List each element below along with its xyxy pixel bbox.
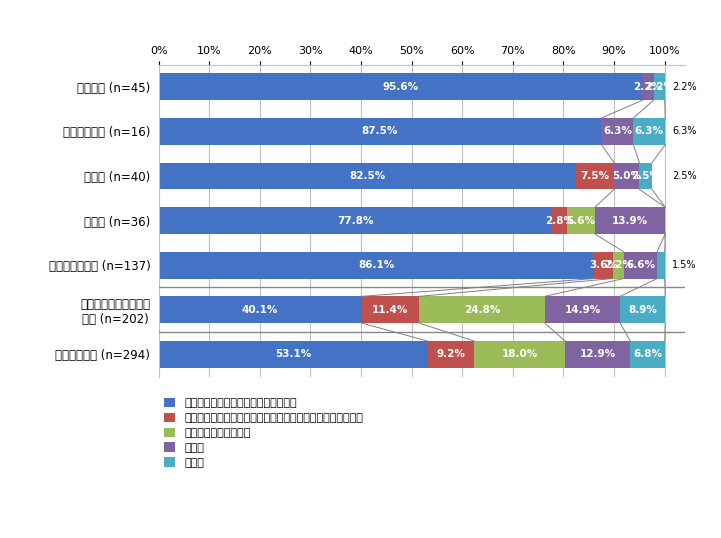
Text: 6.6%: 6.6% [626,260,655,270]
Bar [624,252,657,279]
Bar [159,207,552,234]
Text: 6.3%: 6.3% [672,126,696,137]
Legend: 毎年状況をフォローアップをしている, 毎年ではないが、定期的に状況をフォローアップをしている, 状況確認をしていない, その他, 無回答: 毎年状況をフォローアップをしている, 毎年ではないが、定期的に状況をフォローアッ… [164,398,363,468]
Text: 6.3%: 6.3% [634,126,664,137]
Text: 2.2%: 2.2% [603,260,632,270]
Bar [595,207,665,234]
Bar [159,118,601,145]
Text: 40.1%: 40.1% [242,305,278,315]
Bar [640,162,652,189]
Text: 12.9%: 12.9% [580,349,616,359]
Text: 13.9%: 13.9% [612,216,648,225]
Text: 2.2%: 2.2% [672,82,697,92]
Bar [567,207,595,234]
Bar [565,341,630,367]
Bar [657,252,665,279]
Text: 18.0%: 18.0% [501,349,538,359]
Bar [159,296,361,323]
Text: 86.1%: 86.1% [358,260,394,270]
Text: 3.6%: 3.6% [589,260,618,270]
Bar [620,296,665,323]
Text: 2.2%: 2.2% [645,82,673,92]
Text: 9.2%: 9.2% [436,349,465,359]
Text: 6.8%: 6.8% [633,349,662,359]
Bar [653,74,665,100]
Text: 77.8%: 77.8% [337,216,373,225]
Text: 6.3%: 6.3% [603,126,632,137]
Bar [594,252,613,279]
Bar [614,162,640,189]
Bar [642,74,653,100]
Bar [613,252,624,279]
Text: 24.8%: 24.8% [464,305,500,315]
Text: 5.0%: 5.0% [612,171,641,181]
Text: 1.5%: 1.5% [672,260,696,270]
Bar [576,162,614,189]
Text: 53.1%: 53.1% [275,349,311,359]
Bar [361,296,419,323]
Text: 2.2%: 2.2% [634,82,663,92]
Bar [159,162,576,189]
Text: 11.4%: 11.4% [372,305,409,315]
Bar [545,296,620,323]
Bar [552,207,567,234]
Bar [428,341,474,367]
Text: 8.9%: 8.9% [628,305,657,315]
Text: 14.9%: 14.9% [565,305,601,315]
Text: 2.8%: 2.8% [545,216,574,225]
Bar [601,118,633,145]
Bar [419,296,545,323]
Bar [633,118,665,145]
Text: 2.5%: 2.5% [672,171,697,181]
Text: 7.5%: 7.5% [580,171,610,181]
Bar [159,252,594,279]
Bar [159,74,642,100]
Text: 95.6%: 95.6% [382,82,419,92]
Text: 82.5%: 82.5% [349,171,386,181]
Text: 5.6%: 5.6% [566,216,596,225]
Text: 87.5%: 87.5% [362,126,398,137]
Bar [474,341,565,367]
Text: 2.5%: 2.5% [631,171,660,181]
Bar [159,341,428,367]
Bar [630,341,665,367]
